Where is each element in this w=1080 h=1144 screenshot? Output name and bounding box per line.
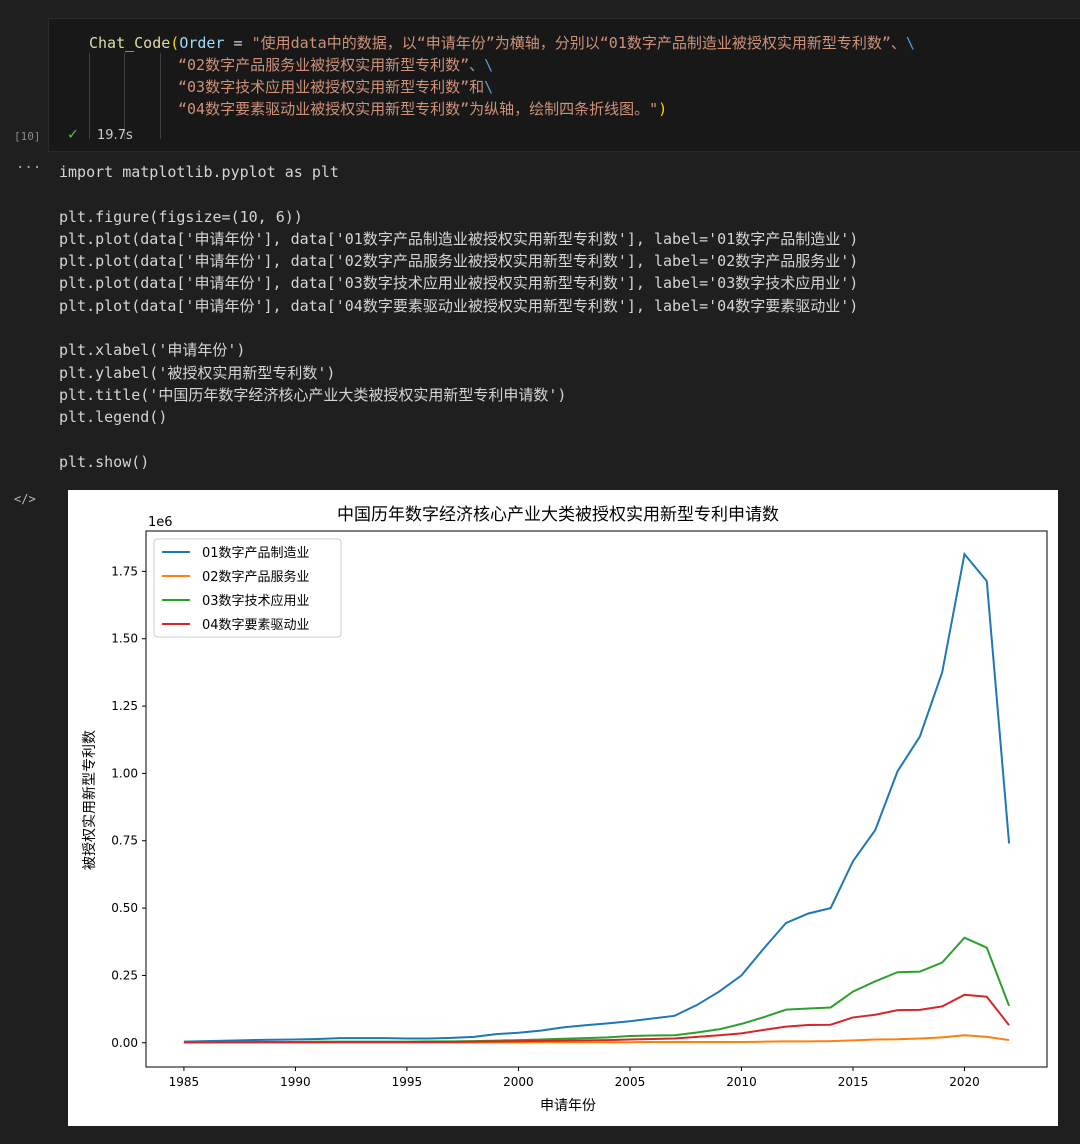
indent-guide xyxy=(89,53,90,139)
code-line: Chat_Code(Order = "使用data中的数据，以“申请年份”为横轴… xyxy=(89,32,915,54)
y-axis-label: 被授权实用新型专利数 xyxy=(82,730,98,870)
x-tick-label: 2005 xyxy=(615,1075,646,1089)
y-tick-label: 1.00 xyxy=(111,766,138,780)
param: Order xyxy=(179,34,225,52)
line-chart: 中国历年数字经济核心产业大类被授权实用新型专利申请数 1e6 申请年份 被授权实… xyxy=(82,505,1048,1114)
legend-label: 04数字要素驱动业 xyxy=(202,618,310,633)
code-line: “04数字要素驱动业被授权实用新型专利数”为纵轴，绘制四条折线图。") xyxy=(178,98,667,120)
escape: \ xyxy=(484,78,494,96)
code-line: “03数字技术应用业被授权实用新型专利数”和\ xyxy=(178,76,493,98)
y-tick-label: 0.00 xyxy=(111,1036,138,1050)
escape: \ xyxy=(905,34,915,52)
execution-time: 19.7s xyxy=(97,128,133,143)
y-offset-label: 1e6 xyxy=(148,515,173,530)
legend-label: 01数字产品制造业 xyxy=(202,546,310,561)
series-line-3 xyxy=(183,936,1011,1044)
paren: ( xyxy=(170,34,180,52)
function-name: Chat_Code xyxy=(89,34,171,52)
output-code-text: import matplotlib.pyplot as plt plt.figu… xyxy=(59,163,859,471)
y-tick-label: 0.25 xyxy=(111,968,138,982)
series-line-4 xyxy=(183,993,1010,1044)
x-tick-label: 2010 xyxy=(726,1075,757,1089)
output-more-button[interactable]: ··· xyxy=(16,160,42,176)
axes-frame xyxy=(145,530,1048,1068)
x-tick-label: 1995 xyxy=(392,1075,423,1089)
success-check-icon: ✓ xyxy=(68,124,78,143)
series-line-1 xyxy=(183,551,1011,1043)
y-tick-label: 1.25 xyxy=(111,699,138,713)
string: “04数字要素驱动业被授权实用新型专利数”为纵轴，绘制四条折线图。" xyxy=(178,100,659,118)
chart-title: 中国历年数字经济核心产业大类被授权实用新型专利申请数 xyxy=(337,505,779,525)
legend-label: 02数字产品服务业 xyxy=(202,569,310,585)
string: “03数字技术应用业被授权实用新型专利数”和 xyxy=(178,78,485,96)
code-line: “02数字产品服务业被授权实用新型专利数”、\ xyxy=(178,54,493,76)
operator: = xyxy=(224,34,252,52)
escape: \ xyxy=(484,56,494,74)
indent-guide xyxy=(124,53,125,139)
x-tick-label: 2015 xyxy=(838,1075,869,1089)
x-tick-label: 1990 xyxy=(280,1075,311,1089)
legend xyxy=(153,538,342,638)
x-axis-label: 申请年份 xyxy=(540,1098,596,1114)
chart-output: 中国历年数字经济核心产业大类被授权实用新型专利申请数 1e6 申请年份 被授权实… xyxy=(68,490,1058,1126)
indent-guide xyxy=(160,53,161,139)
x-tick-label: 2020 xyxy=(949,1075,980,1089)
execution-count: [10] xyxy=(14,130,41,143)
string: “02数字产品服务业被授权实用新型专利数”、 xyxy=(178,56,485,74)
legend-label: 03数字技术应用业 xyxy=(202,593,310,609)
y-tick-label: 1.50 xyxy=(111,632,138,646)
x-tick-label: 1985 xyxy=(169,1075,200,1089)
string: "使用data中的数据，以“申请年份”为横轴，分别以“01数字产品制造业被授权实… xyxy=(251,34,906,52)
code-cell[interactable]: Chat_Code(Order = "使用data中的数据，以“申请年份”为横轴… xyxy=(48,18,1080,152)
y-tick-label: 0.50 xyxy=(111,901,138,915)
code-icon[interactable]: </> xyxy=(14,492,36,506)
paren: ) xyxy=(658,100,668,118)
y-tick-label: 0.75 xyxy=(111,834,138,848)
x-tick-label: 2000 xyxy=(503,1075,534,1089)
y-tick-label: 1.75 xyxy=(111,564,138,578)
